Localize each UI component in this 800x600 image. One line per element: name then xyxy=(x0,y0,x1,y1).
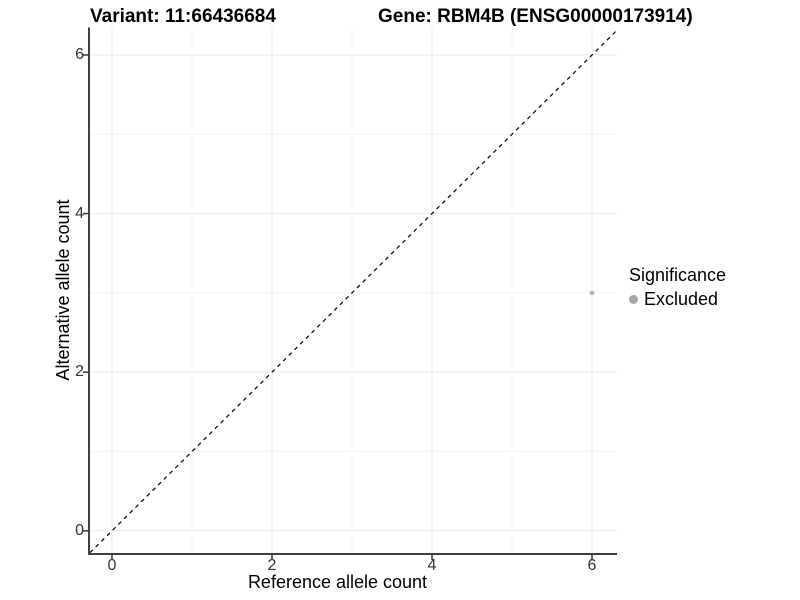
x-tick-label: 4 xyxy=(427,557,437,574)
gene-title: Gene: RBM4B (ENSG00000173914) xyxy=(378,6,693,27)
x-tick-label: 6 xyxy=(587,557,597,574)
x-axis-title: Reference allele count xyxy=(247,572,428,592)
y-tick-label: 6 xyxy=(75,45,84,63)
y-tick-label: 0 xyxy=(75,521,84,539)
legend-item-label: Excluded xyxy=(644,289,719,309)
variant-title: Variant: 11:66436684 xyxy=(90,6,276,27)
scatter-plot xyxy=(83,27,618,560)
data-point xyxy=(589,290,595,296)
legend: Significance Excluded xyxy=(629,265,726,310)
plot-panel xyxy=(83,27,618,560)
point-icon xyxy=(629,295,638,304)
y-axis-title: Alternative allele count xyxy=(53,199,73,381)
y-tick-label: 2 xyxy=(75,363,84,381)
x-tick-label: 2 xyxy=(267,557,277,574)
y-tick-label: 4 xyxy=(75,204,84,222)
legend-item-excluded: Excluded xyxy=(629,289,726,310)
x-tick-label: 0 xyxy=(107,557,117,574)
legend-title: Significance xyxy=(629,265,727,285)
